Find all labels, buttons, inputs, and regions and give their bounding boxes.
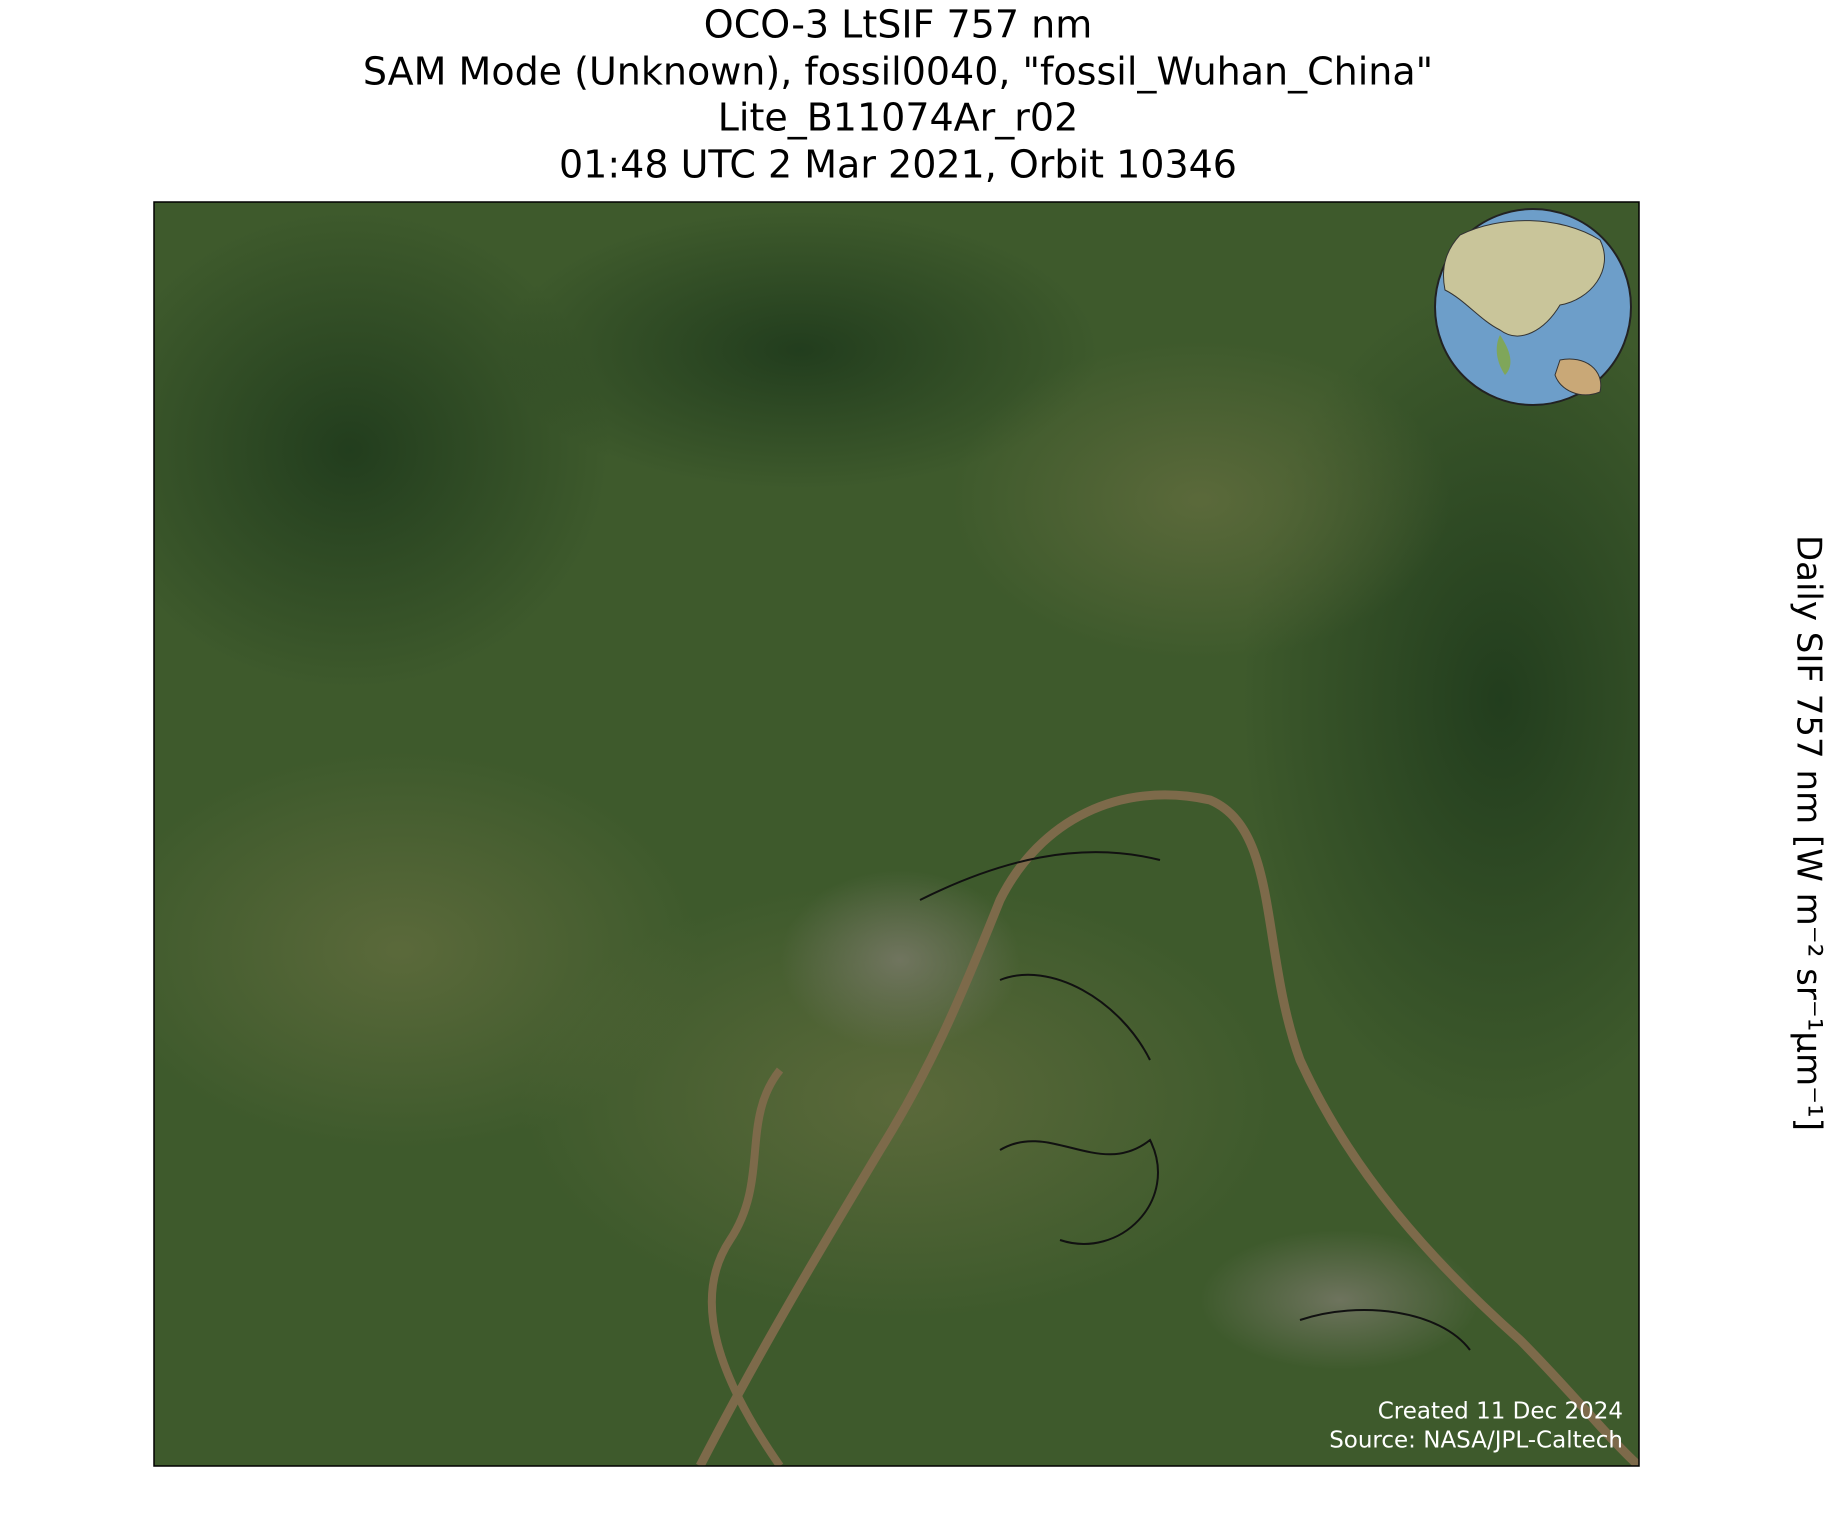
map-background: [154, 202, 1639, 1466]
title-line: SAM Mode (Unknown), fossil0040, "fossil_…: [363, 50, 1433, 94]
map-frame: [153, 201, 1640, 1467]
title-line: 01:48 UTC 2 Mar 2021, Orbit 10346: [559, 143, 1237, 187]
title-line: Lite_B11074Ar_r02: [718, 96, 1079, 140]
credit: Source: NASA/JPL-Caltech: [1329, 1428, 1623, 1454]
title-line: OCO-3 LtSIF 757 nm: [704, 3, 1092, 47]
credit: Created 11 Dec 2024: [1378, 1399, 1623, 1425]
colorbar-label: Daily SIF 757 nm [W m⁻² sr⁻¹μm⁻¹]: [1789, 535, 1829, 1131]
globe-inset: [1434, 208, 1632, 406]
